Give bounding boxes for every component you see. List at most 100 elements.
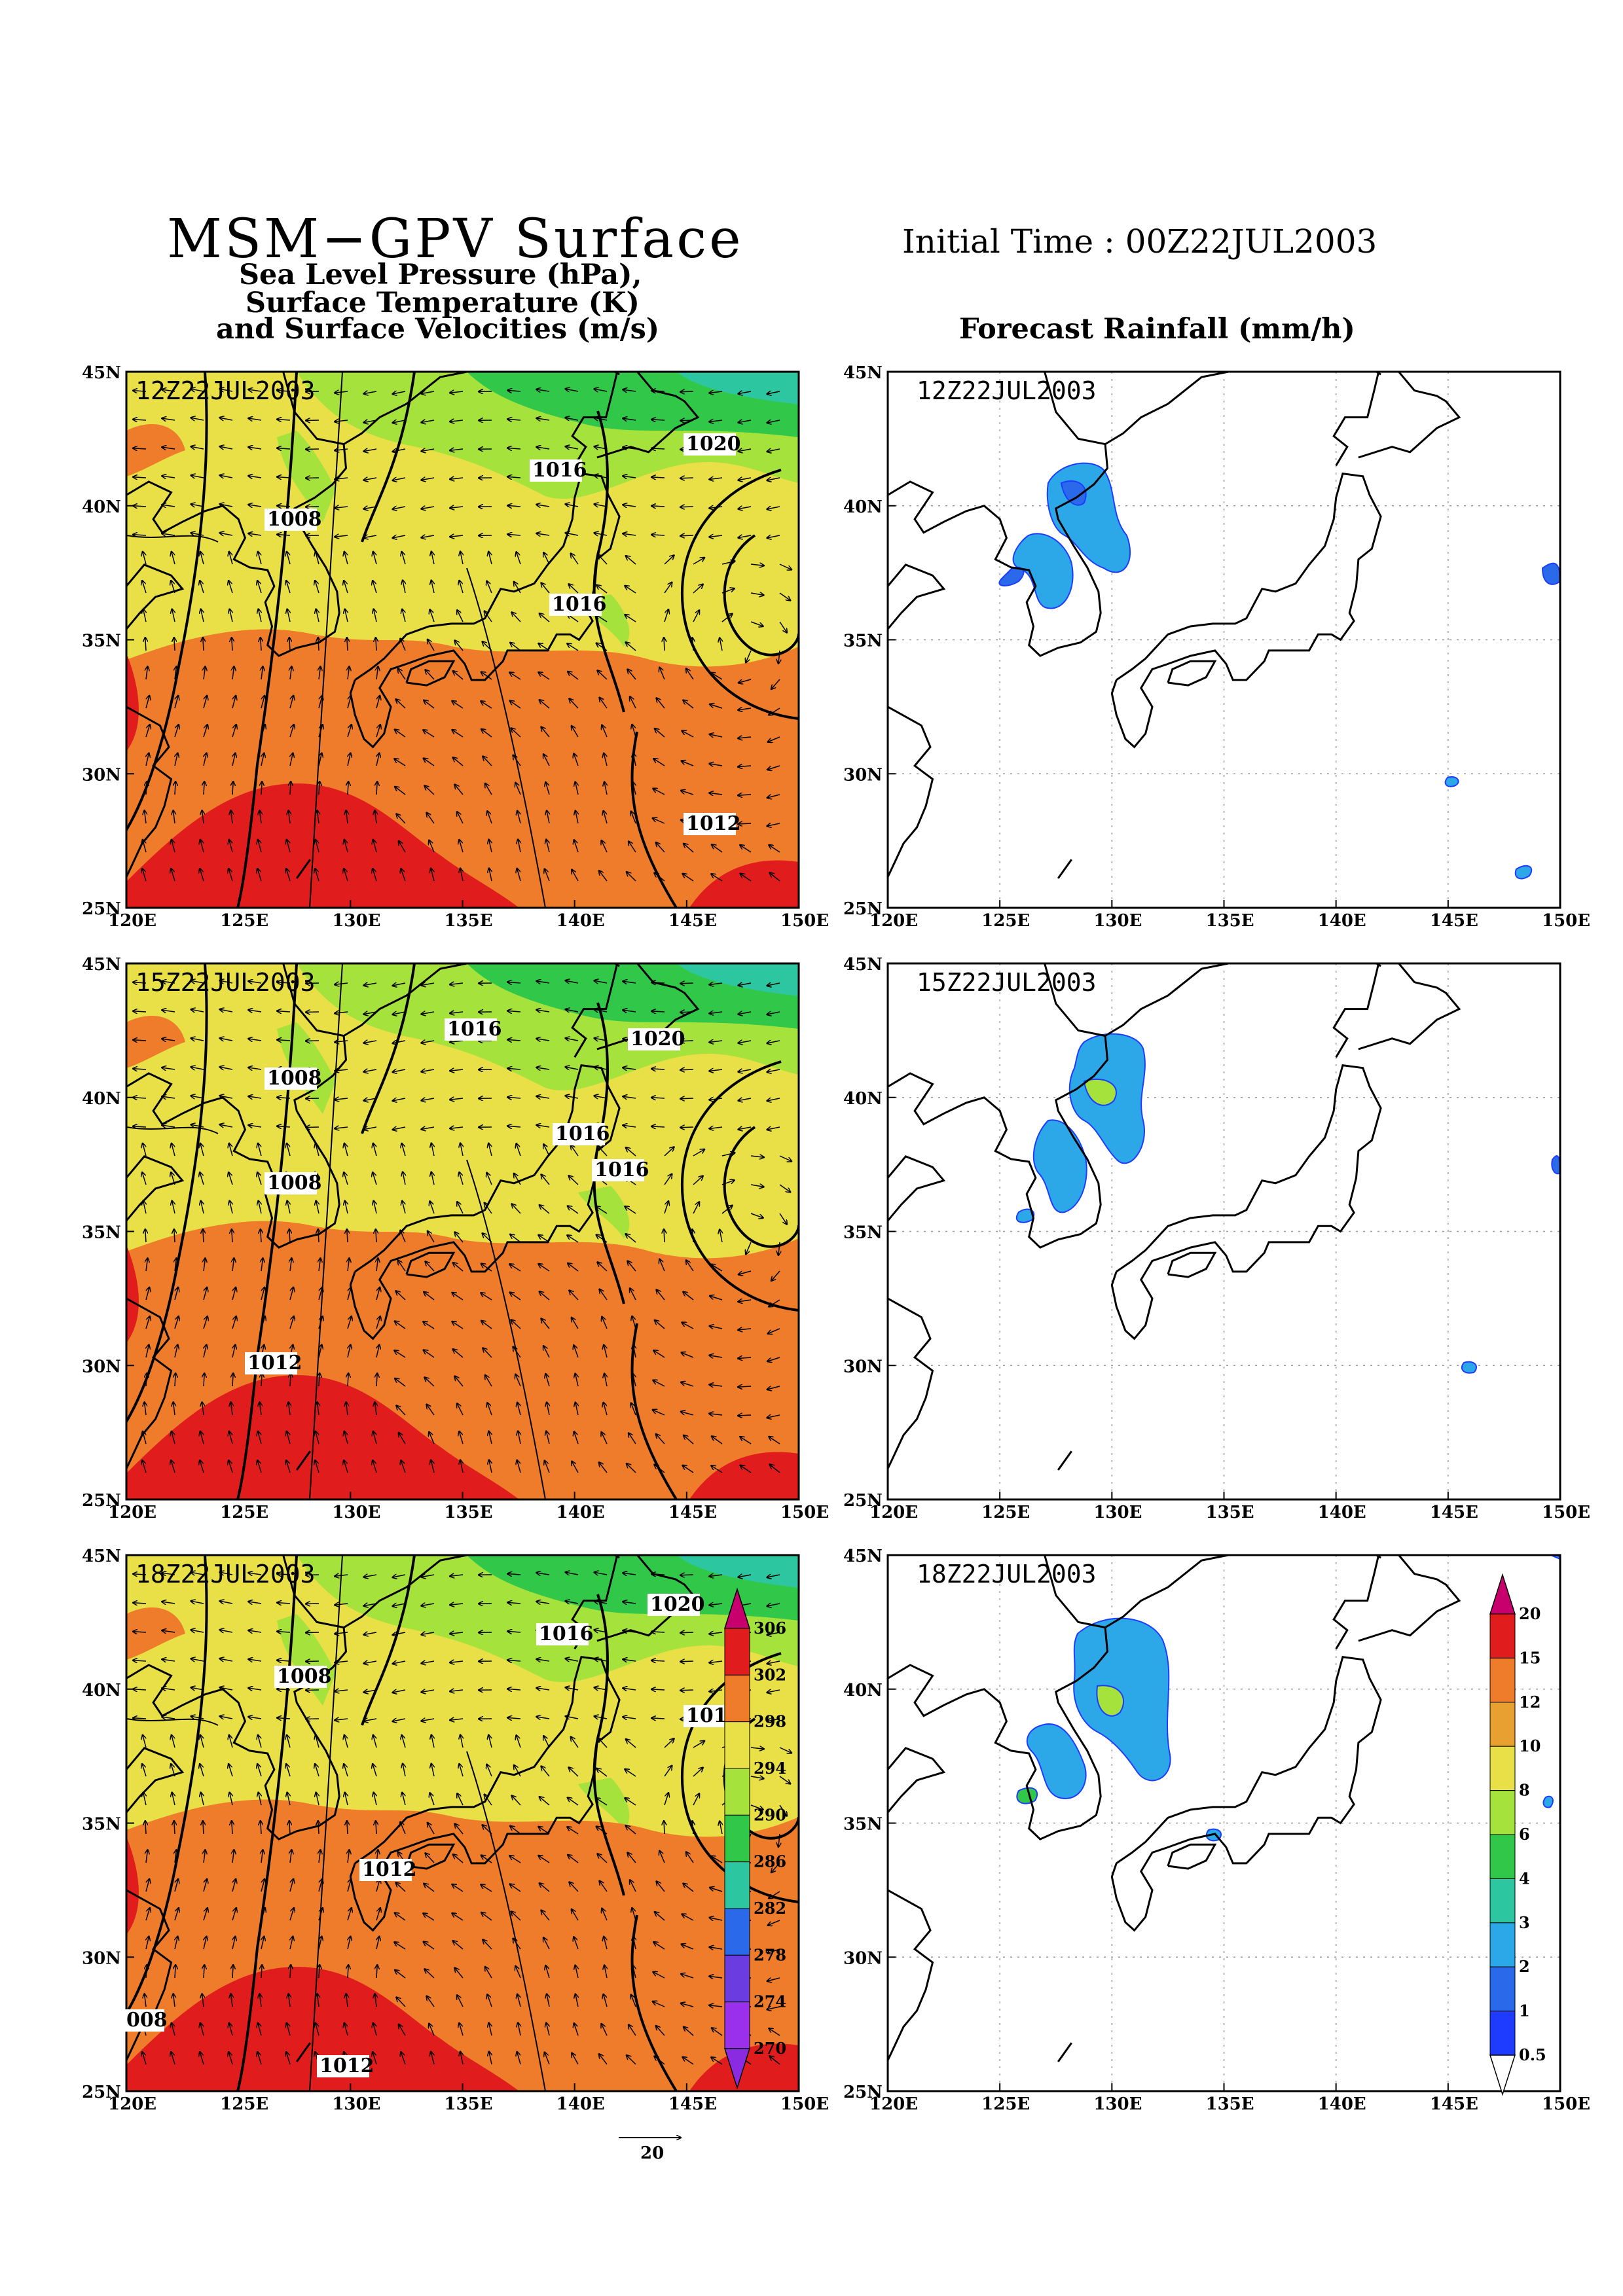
lon-tick-label: 130E: [1093, 911, 1142, 931]
wind-arrow: [536, 418, 550, 420]
wind-arrow: [710, 734, 723, 737]
wind-arrow: [625, 1206, 636, 1214]
wind-arrow: [231, 810, 233, 824]
wind-arrow: [510, 701, 521, 709]
wind-arrow: [711, 874, 723, 882]
lon-tick-label: 145E: [1430, 2094, 1478, 2114]
isobar-label: 1016: [552, 593, 607, 616]
wind-arrow: [517, 552, 521, 565]
wind-arrow: [594, 533, 608, 535]
wind-arrow: [767, 765, 780, 770]
wind-arrow: [507, 1717, 521, 1719]
temp-band-lime: [578, 1186, 630, 1238]
wind-arrow: [711, 673, 723, 680]
wind-arrow: [248, 1688, 262, 1690]
wind-arrow: [459, 1172, 464, 1185]
colorbar-segment: [1489, 1657, 1516, 1703]
lat-tick-label: 45N: [82, 955, 121, 975]
lon-tick-label: 140E: [1318, 2094, 1366, 2114]
wind-arrow: [232, 725, 236, 738]
wind-arrow: [711, 1265, 723, 1272]
wind-arrow: [509, 672, 521, 680]
wind-arrow: [430, 609, 435, 622]
wind-arrow: [594, 1716, 608, 1719]
wind-arrow: [565, 1659, 579, 1661]
wind-arrow: [518, 839, 520, 853]
wind-arrow: [346, 810, 348, 824]
temp-band-red: [126, 653, 139, 751]
wind-arrow: [248, 447, 262, 449]
wind-arrow: [514, 582, 521, 594]
wind-arrow: [174, 1821, 175, 1835]
lon-tick-label: 125E: [220, 911, 268, 931]
wind-arrow: [594, 1572, 608, 1575]
wind-arrow: [287, 1143, 291, 1157]
colorbar-label: 2: [1519, 1957, 1530, 1976]
coastline: [126, 1297, 173, 1471]
wind-arrow: [626, 1739, 636, 1748]
wind-arrow: [363, 1575, 377, 1577]
main-title: MSM−GPV Surface: [167, 208, 744, 270]
wind-arrow: [571, 1737, 579, 1748]
wind-arrow: [191, 1038, 204, 1041]
wind-arrow: [315, 1764, 319, 1777]
wind-arrow: [709, 1384, 723, 1386]
lon-tick-label: 130E: [332, 1503, 380, 1522]
wind-arrow: [191, 1601, 204, 1604]
wind-arrow: [767, 1632, 780, 1635]
wind-arrow: [750, 1156, 764, 1157]
wind-arrow: [569, 1290, 579, 1300]
wind-arrow: [376, 725, 380, 738]
wind-arrow: [142, 1764, 147, 1777]
wind-arrow: [684, 1435, 694, 1444]
wind-arrow: [740, 845, 752, 853]
isobar-label: 1012: [362, 1858, 417, 1881]
wind-arrow: [489, 1460, 492, 1473]
wind-arrow: [374, 1793, 376, 1806]
temperature-panel-2: 15Z22JUL2003 1016 1020 1008 1016 1016 1008 1012: [125, 962, 800, 1501]
wind-arrow: [623, 1717, 636, 1719]
coastline: [349, 472, 621, 749]
wind-arrow: [738, 1098, 752, 1101]
isobar-label: 1020: [650, 1593, 705, 1616]
wind-arrow: [565, 1009, 579, 1012]
wind-arrow: [290, 781, 291, 795]
wind-arrow: [396, 699, 406, 709]
wind-arrow: [664, 1201, 668, 1214]
lon-tick-label: 125E: [220, 1503, 268, 1522]
wind-arrow: [450, 1604, 464, 1605]
isobar: [723, 534, 799, 656]
coastline: [571, 372, 619, 467]
wind-arrow: [248, 389, 262, 391]
wind-arrow: [572, 1318, 579, 1329]
wind-arrow: [483, 1348, 492, 1358]
lon-tick-label: 130E: [332, 2094, 380, 2114]
wind-arrow: [575, 810, 578, 824]
wind-arrow: [162, 1125, 175, 1127]
coastline: [571, 963, 619, 1058]
wind-arrow: [145, 725, 150, 738]
wind-arrow: [191, 1572, 204, 1575]
wind-arrow: [162, 389, 175, 391]
wind-arrow: [248, 1010, 262, 1012]
panel-time-label: 18Z22JUL2003: [917, 1560, 1097, 1588]
wind-arrow: [174, 1316, 179, 1329]
lat-tick-label: 30N: [82, 1948, 121, 1968]
wind-arrow: [228, 1460, 233, 1473]
wind-arrow: [738, 449, 752, 452]
wind-arrow: [693, 584, 703, 594]
wind-arrow: [306, 1661, 319, 1662]
wind-arrow: [575, 1374, 578, 1387]
lon-tick-label: 135E: [445, 1503, 493, 1522]
wind-arrow: [486, 1765, 492, 1777]
wind-arrow: [286, 869, 291, 882]
lat-tick-label: 35N: [82, 1815, 121, 1835]
wind-arrow: [228, 1172, 233, 1185]
wind-arrow: [344, 581, 348, 594]
wind-arrow: [680, 1069, 694, 1070]
wind-arrow: [344, 869, 348, 882]
wind-arrow: [306, 535, 319, 536]
wind-arrow: [709, 391, 723, 393]
temp-band-teal: [676, 372, 799, 404]
wind-arrow: [656, 1434, 665, 1444]
